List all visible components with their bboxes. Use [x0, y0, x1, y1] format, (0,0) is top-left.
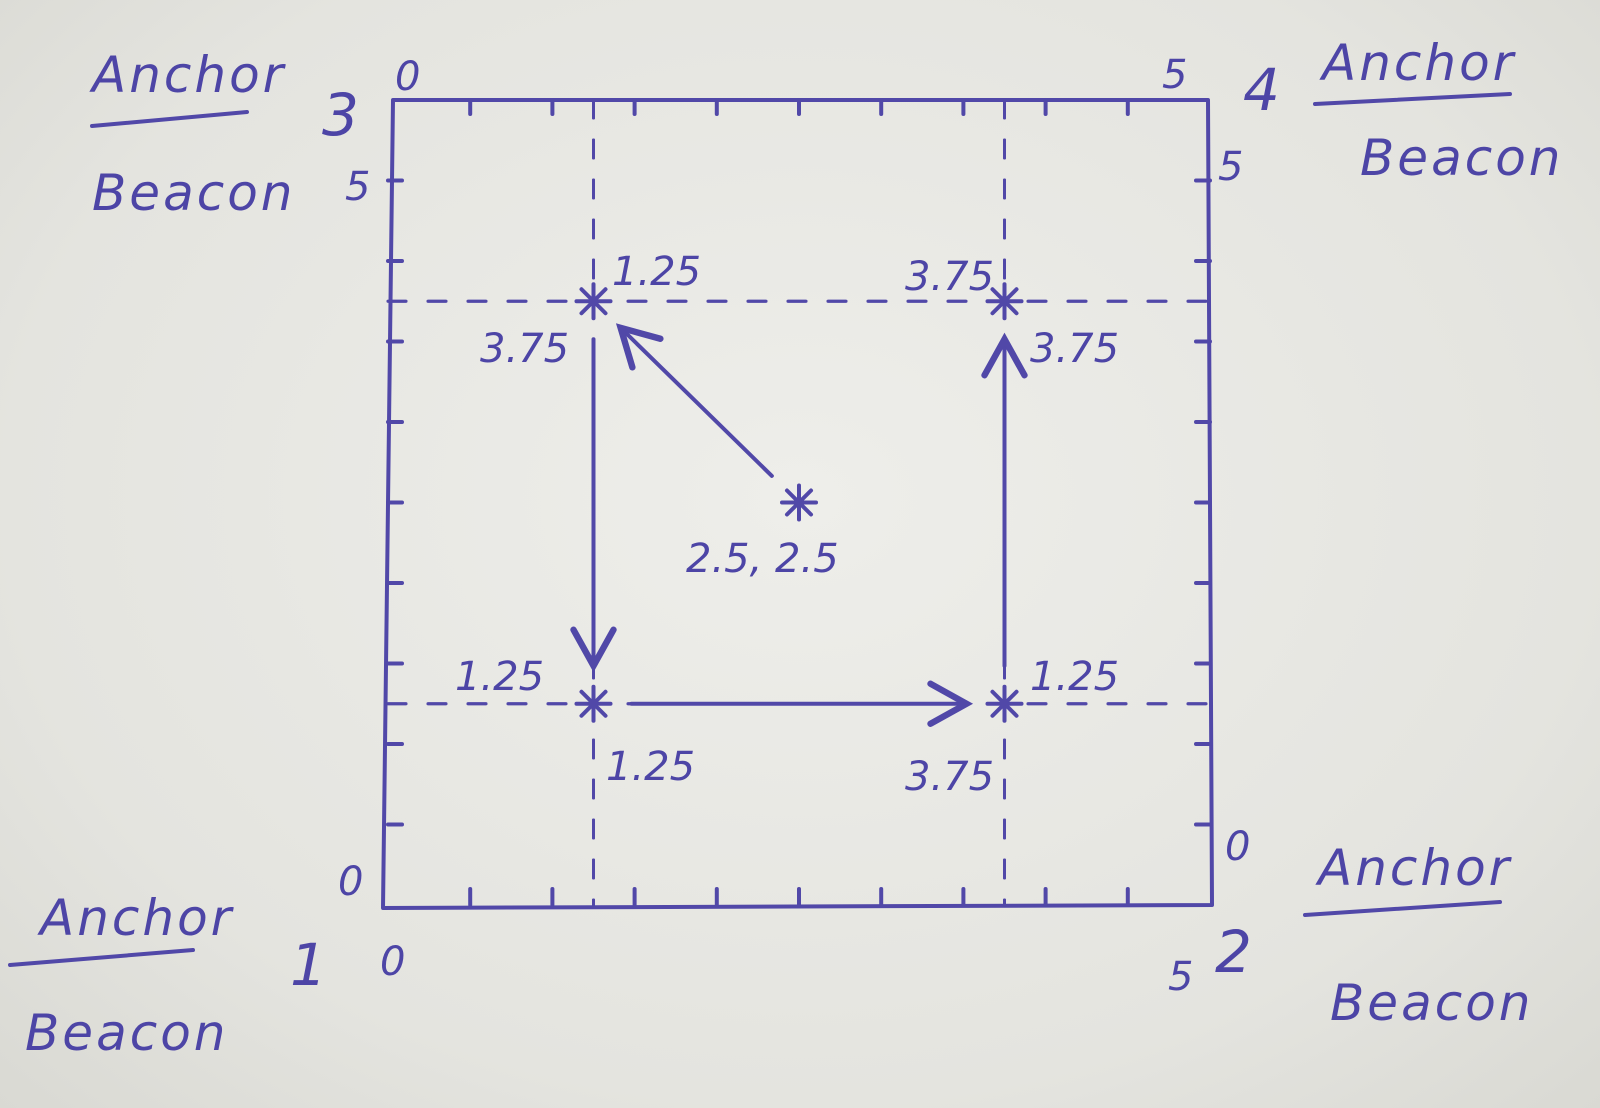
- anchor-1-beacon-text: Beacon: [25, 1004, 228, 1062]
- waypoint-star: [574, 282, 613, 321]
- waypoint-star: [780, 483, 818, 522]
- star-stroke: [990, 287, 1019, 316]
- star-stroke: [990, 689, 1019, 718]
- waypoint-star: [574, 684, 613, 723]
- top-right-y-label: 5: [1218, 144, 1243, 190]
- path-arrow: [615, 323, 774, 478]
- anchor-4-divider: [1313, 92, 1512, 106]
- waypoint-a-x-label: 1.25: [612, 249, 701, 295]
- anchor-2-anchor-text: Anchor: [1315, 839, 1513, 897]
- anchor-2-number: 2: [1215, 918, 1252, 986]
- waypoint-star: [985, 684, 1024, 723]
- waypoint-c-y-label: 1.25: [1030, 654, 1119, 700]
- star-stroke: [579, 287, 608, 316]
- top-left-y-label: 5: [345, 164, 370, 210]
- grid-frame: [381, 98, 1214, 910]
- anchor-3-divider: [90, 110, 249, 128]
- anchor-2-divider: [1303, 900, 1502, 917]
- waypoint-b-y-label: 1.25: [455, 654, 544, 700]
- path-arrows: [570, 323, 1028, 727]
- center-point-label: 2.5, 2.5: [686, 536, 839, 582]
- anchor-1-divider: [8, 948, 195, 967]
- origin-y-label: 0: [338, 859, 363, 905]
- frame-ticks: [386, 98, 1212, 907]
- top-left-x-label: 0: [395, 54, 420, 100]
- star-stroke: [579, 689, 608, 718]
- bottom-right-x-label: 5: [1168, 954, 1193, 1000]
- anchor-1-number: 1: [290, 931, 327, 999]
- waypoint-markers: [574, 282, 1024, 723]
- anchor-4-number: 4: [1243, 56, 1280, 124]
- anchor-2-beacon-text: Beacon: [1330, 974, 1533, 1032]
- waypoint-c-x-label: 3.75: [905, 754, 994, 800]
- anchor-3-number: 3: [322, 81, 359, 149]
- anchor-3-anchor-text: Anchor: [89, 46, 287, 104]
- anchor-1-anchor-text: Anchor: [37, 889, 235, 947]
- bottom-right-y-label: 0: [1225, 824, 1250, 870]
- anchor-4-anchor-text: Anchor: [1319, 34, 1517, 92]
- star-stroke: [784, 488, 814, 517]
- waypoint-d-x-label: 3.75: [905, 254, 994, 300]
- anchor-3-beacon-text: Beacon: [92, 164, 295, 222]
- top-right-x-label: 5: [1162, 52, 1187, 98]
- waypoint-star: [985, 282, 1024, 321]
- waypoint-b-x-label: 1.25: [606, 744, 695, 790]
- origin-x-label: 0: [380, 939, 405, 985]
- waypoint-a-y-label: 3.75: [480, 326, 569, 372]
- waypoint-d-y-label: 3.75: [1030, 326, 1119, 372]
- anchor-4-beacon-text: Beacon: [1360, 129, 1563, 187]
